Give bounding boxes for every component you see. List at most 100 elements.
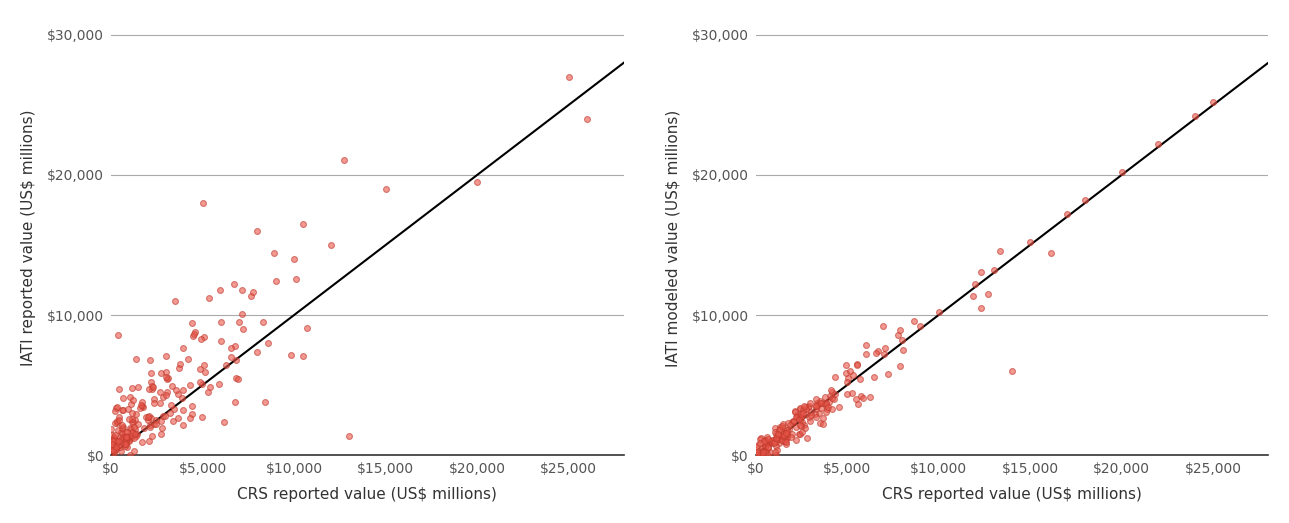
Point	[211, 337, 232, 345]
Point	[772, 433, 793, 441]
Point	[806, 395, 826, 403]
Point	[120, 424, 141, 432]
Point	[821, 388, 842, 396]
Point	[232, 286, 253, 294]
Point	[156, 391, 177, 399]
Point	[892, 336, 913, 345]
Point	[223, 279, 244, 288]
Point	[772, 436, 793, 444]
Point	[764, 438, 785, 446]
Point	[768, 435, 789, 443]
X-axis label: CRS reported value (US$ millions): CRS reported value (US$ millions)	[882, 487, 1142, 502]
Point	[115, 441, 135, 450]
Point	[576, 115, 597, 123]
Point	[165, 385, 186, 394]
Point	[138, 412, 159, 420]
Point	[799, 399, 820, 407]
Point	[209, 380, 229, 388]
Point	[151, 417, 171, 425]
Point	[795, 404, 816, 413]
Point	[750, 449, 771, 457]
Point	[910, 322, 931, 331]
Point	[146, 416, 166, 424]
Point	[809, 396, 830, 405]
Point	[1020, 238, 1040, 246]
Point	[873, 322, 893, 331]
Point	[770, 432, 790, 440]
Point	[121, 400, 142, 408]
Point	[816, 407, 837, 416]
Point	[210, 286, 231, 294]
Point	[173, 344, 193, 352]
Point	[812, 414, 833, 422]
Point	[195, 367, 215, 376]
Point	[112, 434, 133, 442]
Point	[847, 360, 867, 369]
Point	[759, 448, 780, 457]
Point	[197, 388, 218, 396]
Point	[776, 440, 797, 449]
Point	[875, 344, 896, 352]
Point	[126, 430, 147, 439]
Point	[111, 447, 131, 456]
Point	[928, 308, 949, 316]
Point	[766, 436, 786, 445]
Point	[168, 414, 188, 422]
Point	[780, 420, 800, 429]
Point	[779, 418, 799, 427]
Point	[226, 342, 246, 350]
Point	[135, 413, 156, 421]
Point	[106, 445, 126, 453]
Point	[797, 434, 817, 442]
Point	[122, 417, 143, 426]
Point	[791, 410, 812, 418]
Point	[820, 392, 840, 401]
Point	[800, 411, 821, 419]
Point	[773, 437, 794, 445]
Point	[776, 429, 797, 437]
Point	[842, 370, 862, 379]
Point	[155, 412, 175, 420]
Point	[192, 199, 213, 207]
Point	[777, 426, 798, 434]
Point	[789, 430, 809, 438]
Point	[112, 424, 133, 432]
Point	[111, 420, 131, 429]
Point	[253, 318, 273, 326]
Point	[770, 425, 790, 434]
Point	[755, 447, 776, 456]
Point	[110, 442, 130, 451]
Point	[786, 423, 807, 431]
Point	[139, 412, 160, 420]
Point	[753, 450, 773, 458]
Point	[789, 404, 809, 412]
Point	[142, 385, 162, 393]
Point	[264, 249, 285, 257]
Point	[131, 398, 152, 406]
Point	[789, 420, 809, 429]
Point	[104, 407, 125, 415]
Point	[115, 440, 135, 449]
Point	[773, 420, 794, 428]
Point	[141, 369, 161, 377]
Point	[790, 422, 811, 430]
Point	[846, 395, 866, 403]
Point	[758, 435, 779, 444]
Point	[122, 409, 143, 417]
Point	[104, 449, 125, 458]
Point	[753, 451, 773, 459]
Point	[143, 383, 164, 391]
Point	[151, 429, 171, 438]
Point	[794, 403, 815, 412]
Point	[119, 436, 139, 444]
Point	[106, 443, 126, 451]
Point	[750, 435, 771, 443]
Point	[811, 399, 831, 407]
Point	[754, 441, 775, 449]
Point	[748, 448, 768, 456]
Point	[217, 361, 237, 369]
Point	[764, 448, 785, 456]
Point	[816, 401, 837, 410]
Point	[766, 442, 786, 450]
Point	[220, 344, 241, 352]
